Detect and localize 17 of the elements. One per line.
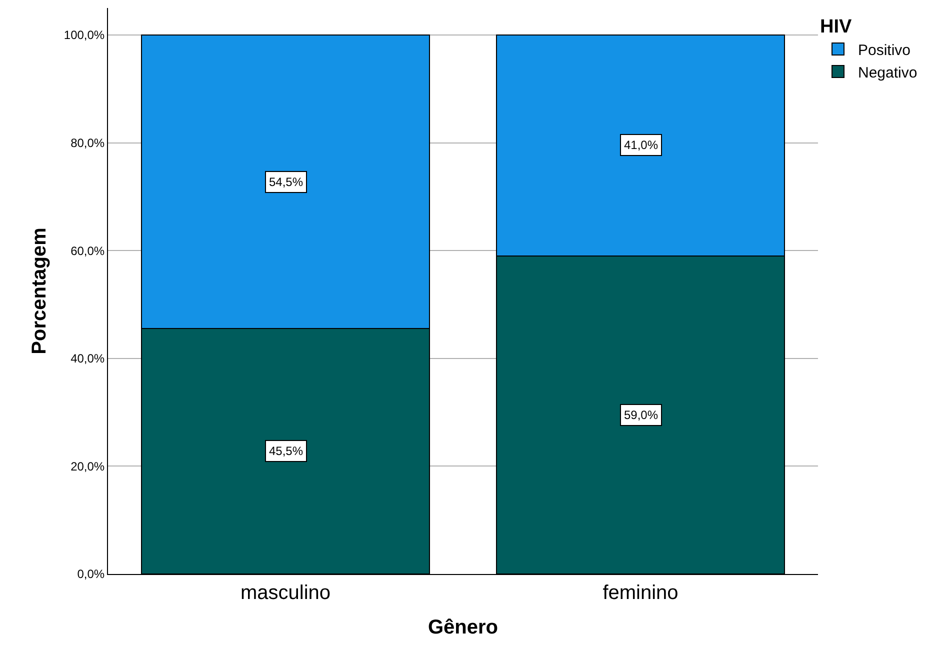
y-tick-label: 40,0% bbox=[70, 352, 105, 366]
data-label: 54,5% bbox=[269, 175, 304, 189]
y-tick-label: 0,0% bbox=[77, 567, 105, 582]
legend-label: Negativo bbox=[858, 64, 918, 82]
data-label: 41,0% bbox=[624, 138, 658, 152]
x-tick-label: masculino bbox=[240, 582, 331, 604]
y-tick-label: 20,0% bbox=[70, 459, 105, 474]
legend-label: Positivo bbox=[858, 42, 911, 59]
y-tick-label: 80,0% bbox=[70, 136, 105, 150]
x-tick-label: feminino bbox=[602, 582, 678, 604]
y-tick-label: 100,0% bbox=[64, 28, 105, 42]
x-axis-title: Gênero bbox=[428, 616, 498, 638]
data-label: 45,5% bbox=[269, 444, 304, 458]
legend-title: HIV bbox=[820, 16, 852, 38]
y-axis-title: Porcentagem bbox=[28, 228, 50, 354]
y-tick-label: 60,0% bbox=[70, 244, 105, 258]
data-label: 59,0% bbox=[624, 408, 658, 422]
